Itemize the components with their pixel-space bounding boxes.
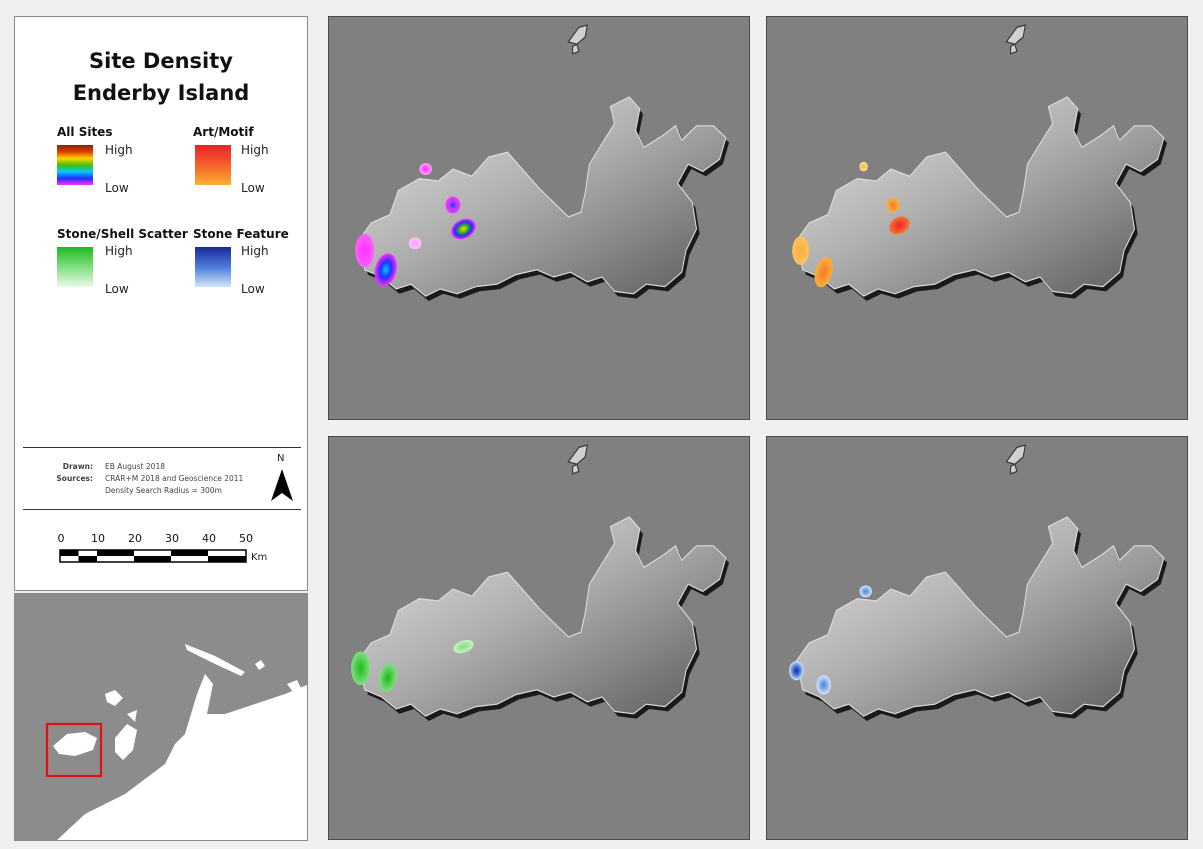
scale-tick-50: 50 — [239, 532, 253, 545]
scale-tick-0: 0 — [57, 532, 65, 545]
legend-art-motif-heading: Art/Motif — [193, 125, 254, 139]
enderby-island-hillshade — [357, 516, 727, 717]
legend-stone-shell-heading: Stone/Shell Scatter — [57, 227, 188, 241]
inset-island-small2 — [127, 710, 137, 722]
north-islet — [567, 444, 588, 475]
all-sites-svg — [355, 24, 730, 301]
inset-enderby — [53, 732, 97, 756]
legend-divider-bottom — [23, 509, 301, 510]
density-hotspot — [859, 585, 872, 598]
legend-stone-feature-ramp — [195, 247, 231, 287]
inset-island-small1 — [255, 660, 265, 670]
scale-tick-10: 10 — [91, 532, 105, 545]
density-hotspot — [355, 233, 375, 268]
legend-stone-shell-high: High — [105, 244, 133, 258]
legend-stone-feature-heading: Stone Feature — [193, 227, 289, 241]
density-hotspot — [889, 216, 910, 235]
legend-art-motif-high: High — [241, 143, 269, 157]
density-hotspot — [789, 661, 804, 681]
density-hotspot — [453, 640, 474, 654]
density-hotspot — [816, 675, 832, 695]
legend-stone-shell-ramp — [57, 247, 93, 287]
map-title-line1: Site Density — [89, 49, 233, 73]
legend-panel: Site Density Enderby Island All Sites Hi… — [14, 16, 308, 591]
drawn-value: EB August 2018 — [105, 462, 165, 471]
drawn-label: Drawn: — [62, 462, 93, 471]
north-arrow-icon — [271, 469, 293, 501]
scale-tick-30: 30 — [165, 532, 179, 545]
legend-art-motif-ramp — [195, 145, 231, 185]
inset-coast-detail — [165, 674, 225, 764]
scale-tick-20: 20 — [128, 532, 142, 545]
radius-value: Density Search Radius = 300m — [105, 486, 222, 495]
density-hotspot — [419, 163, 432, 176]
sources-value: CRAR+M 2018 and Geoscience 2011 — [105, 474, 244, 483]
density-hotspot — [351, 651, 370, 685]
scale-tick-40: 40 — [202, 532, 216, 545]
legend-all-sites-low: Low — [105, 181, 129, 195]
inset-enderby-east — [115, 724, 137, 760]
legend-stone-shell-low: Low — [105, 282, 129, 296]
legend-art-motif-low: Low — [241, 181, 265, 195]
map-title-line2: Enderby Island — [72, 81, 250, 105]
density-hotspot — [408, 237, 422, 250]
density-hotspot — [859, 161, 868, 172]
enderby-island-hillshade — [795, 516, 1165, 717]
locator-inset-map — [14, 593, 308, 841]
inset-island-mid — [105, 690, 123, 706]
legend-all-sites-heading: All Sites — [57, 125, 113, 139]
map-stone-shell-scatter — [328, 436, 750, 840]
art-motif-svg — [792, 24, 1168, 301]
north-arrow-label: N — [277, 453, 285, 464]
map-art-motif — [766, 16, 1188, 420]
inset-island-east — [287, 680, 301, 692]
north-islet — [1005, 24, 1026, 55]
sources-label: Sources: — [56, 474, 93, 483]
enderby-island-hillshade — [795, 96, 1165, 297]
north-islet — [567, 24, 588, 55]
legend-all-sites-high: High — [105, 143, 133, 157]
north-islet — [1005, 444, 1026, 475]
locator-inset-svg — [45, 644, 307, 840]
density-hotspot — [445, 196, 461, 214]
stone-feature-svg — [789, 444, 1168, 721]
density-hotspot — [451, 218, 476, 240]
map-stone-feature — [766, 436, 1188, 840]
density-hotspot — [374, 253, 397, 287]
scale-unit: Km — [251, 552, 268, 563]
inset-island-north — [185, 644, 245, 676]
density-hotspot — [814, 257, 833, 288]
density-hotspot — [379, 663, 397, 692]
legend-stone-feature-high: High — [241, 244, 269, 258]
map-all-sites — [328, 16, 750, 420]
enderby-island-hillshade — [357, 96, 727, 297]
density-hotspot — [792, 236, 809, 265]
legend-stone-feature-low: Low — [241, 282, 265, 296]
scale-bar — [59, 549, 247, 563]
legend-all-sites-ramp — [57, 145, 93, 185]
density-hotspot — [886, 197, 900, 213]
inset-extent-box — [45, 722, 103, 778]
inset-mainland — [57, 684, 307, 840]
stone-shell-scatter-svg — [351, 444, 730, 721]
legend-divider-top — [23, 447, 301, 448]
